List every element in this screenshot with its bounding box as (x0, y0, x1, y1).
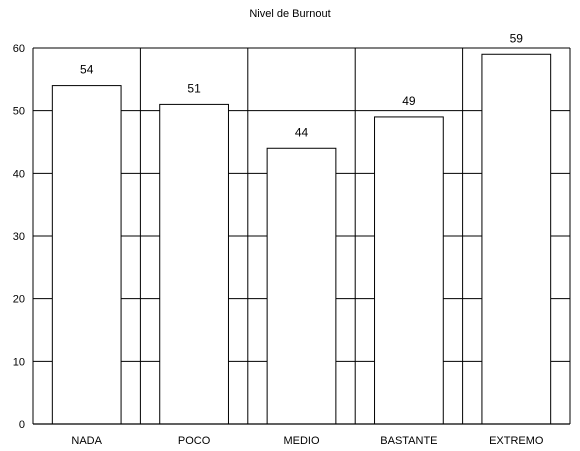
y-tick-label: 50 (13, 106, 25, 118)
bar-medio (267, 148, 336, 424)
bars-layer (52, 54, 550, 424)
y-tick-label: 20 (13, 294, 25, 306)
bar-nada (52, 86, 121, 424)
bar-bastante (375, 117, 444, 424)
value-label-nada: 54 (80, 63, 94, 77)
y-tick-label: 60 (13, 43, 25, 55)
bar-extremo (482, 54, 551, 424)
value-label-extremo: 59 (510, 31, 524, 45)
bar-poco (160, 104, 229, 424)
x-tick-label-nada: NADA (71, 435, 102, 447)
value-label-bastante: 49 (402, 94, 416, 108)
value-label-medio: 44 (295, 125, 309, 139)
y-tick-label: 10 (13, 356, 25, 368)
x-tick-label-extremo: EXTREMO (489, 435, 544, 447)
y-tick-label: 30 (13, 231, 25, 243)
value-label-poco: 51 (187, 81, 201, 95)
labels-layer: 54 51 44 49 59 (80, 31, 523, 139)
x-tick-label-poco: POCO (178, 435, 211, 447)
y-tick-label: 40 (13, 168, 25, 180)
x-tick-label-bastante: BASTANTE (380, 435, 437, 447)
y-tick-label: 0 (19, 419, 25, 431)
x-tick-label-medio: MEDIO (283, 435, 320, 447)
